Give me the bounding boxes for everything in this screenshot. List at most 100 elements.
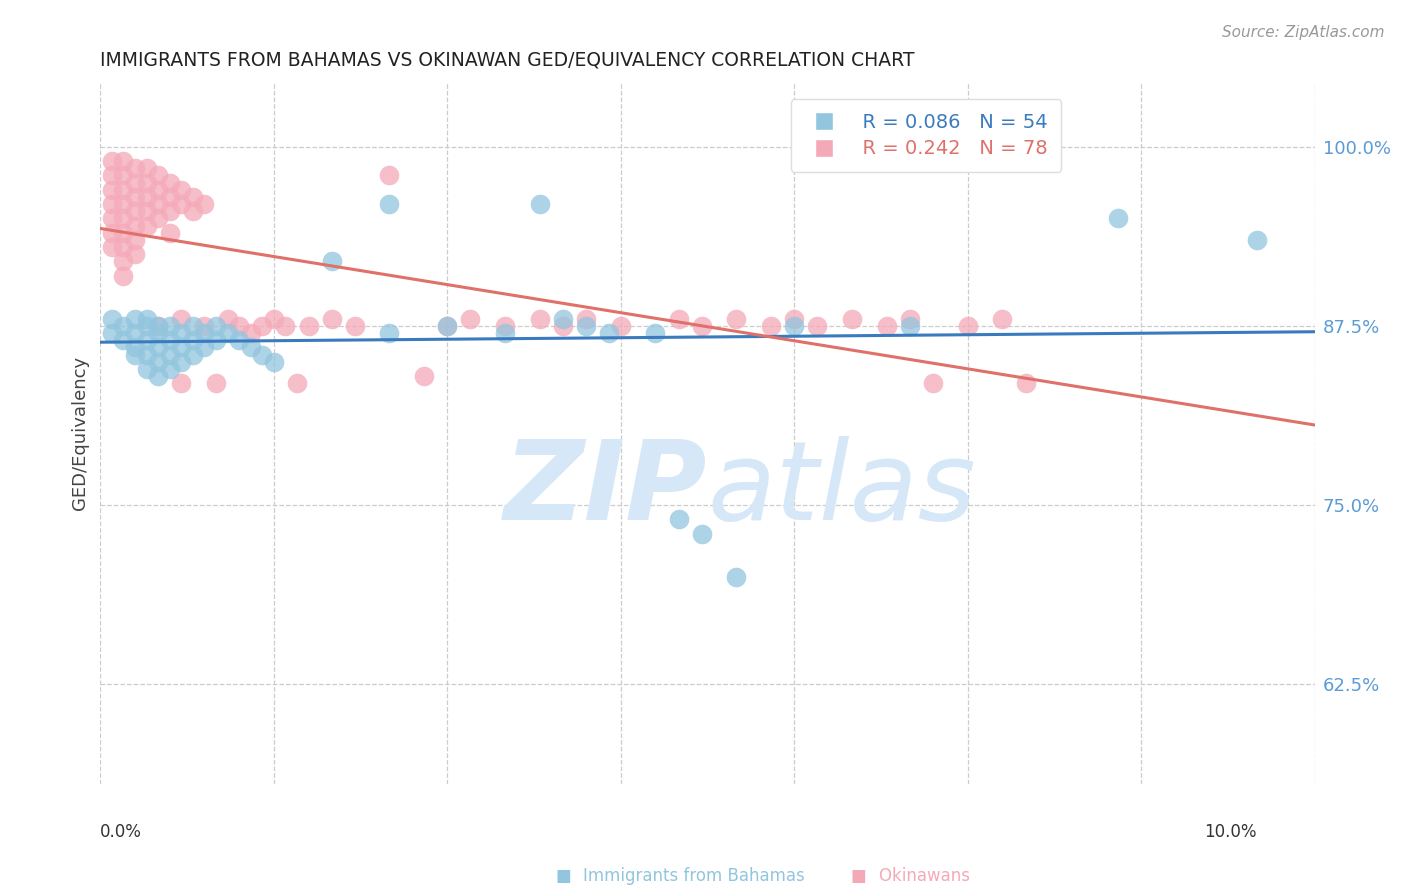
Point [494, 326, 516, 340]
Point [101, 154, 124, 169]
Point [124, 233, 146, 247]
Point [170, 340, 193, 354]
Point [148, 369, 170, 384]
Point [112, 183, 135, 197]
Point [193, 197, 215, 211]
Point [159, 226, 181, 240]
Point [690, 318, 713, 333]
Point [170, 183, 193, 197]
Point [112, 226, 135, 240]
Point [112, 268, 135, 283]
Point [181, 348, 204, 362]
Point [148, 326, 170, 340]
Point [170, 376, 193, 391]
Point [783, 318, 806, 333]
Point [725, 311, 748, 326]
Point [343, 318, 366, 333]
Point [135, 348, 157, 362]
Point [148, 318, 170, 333]
Point [321, 254, 343, 268]
Point [529, 197, 551, 211]
Point [193, 318, 215, 333]
Point [112, 211, 135, 226]
Point [112, 318, 135, 333]
Point [806, 318, 828, 333]
Point [494, 318, 516, 333]
Point [725, 569, 748, 583]
Point [148, 355, 170, 369]
Text: 0.0%: 0.0% [100, 823, 142, 841]
Point [668, 512, 690, 526]
Point [101, 211, 124, 226]
Point [112, 197, 135, 211]
Point [263, 311, 285, 326]
Point [205, 376, 228, 391]
Point [1014, 376, 1036, 391]
Text: atlas: atlas [707, 436, 976, 543]
Point [159, 204, 181, 219]
Point [170, 197, 193, 211]
Point [112, 240, 135, 254]
Point [413, 369, 436, 384]
Point [170, 311, 193, 326]
Point [112, 333, 135, 347]
Point [551, 318, 574, 333]
Point [598, 326, 620, 340]
Point [898, 311, 921, 326]
Y-axis label: GED/Equivalency: GED/Equivalency [72, 356, 89, 510]
Point [124, 190, 146, 204]
Point [321, 311, 343, 326]
Point [159, 318, 181, 333]
Point [783, 311, 806, 326]
Point [205, 333, 228, 347]
Point [378, 169, 401, 183]
Point [135, 176, 157, 190]
Point [610, 318, 633, 333]
Point [181, 333, 204, 347]
Point [159, 176, 181, 190]
Point [217, 311, 239, 326]
Point [239, 326, 262, 340]
Point [668, 311, 690, 326]
Point [575, 311, 598, 326]
Legend:   R = 0.086   N = 54,   R = 0.242   N = 78: R = 0.086 N = 54, R = 0.242 N = 78 [792, 99, 1062, 172]
Point [112, 254, 135, 268]
Point [378, 197, 401, 211]
Text: IMMIGRANTS FROM BAHAMAS VS OKINAWAN GED/EQUIVALENCY CORRELATION CHART: IMMIGRANTS FROM BAHAMAS VS OKINAWAN GED/… [100, 51, 915, 70]
Point [135, 204, 157, 219]
Point [112, 169, 135, 183]
Point [170, 326, 193, 340]
Point [159, 348, 181, 362]
Point [148, 169, 170, 183]
Point [124, 176, 146, 190]
Point [228, 333, 250, 347]
Text: ■: ■ [851, 867, 866, 885]
Point [135, 318, 157, 333]
Point [101, 226, 124, 240]
Point [124, 161, 146, 176]
Point [252, 318, 274, 333]
Point [148, 183, 170, 197]
Point [124, 219, 146, 233]
Point [239, 340, 262, 354]
Point [274, 318, 297, 333]
Point [378, 326, 401, 340]
Text: 10.0%: 10.0% [1205, 823, 1257, 841]
Point [124, 311, 146, 326]
Point [135, 362, 157, 376]
Point [101, 311, 124, 326]
Point [460, 311, 482, 326]
Point [181, 204, 204, 219]
Point [101, 326, 124, 340]
Point [551, 311, 574, 326]
Point [181, 318, 204, 333]
Point [148, 340, 170, 354]
Point [170, 355, 193, 369]
Point [101, 197, 124, 211]
Point [1246, 233, 1268, 247]
Point [297, 318, 319, 333]
Point [101, 183, 124, 197]
Point [159, 333, 181, 347]
Point [124, 326, 146, 340]
Point [690, 526, 713, 541]
